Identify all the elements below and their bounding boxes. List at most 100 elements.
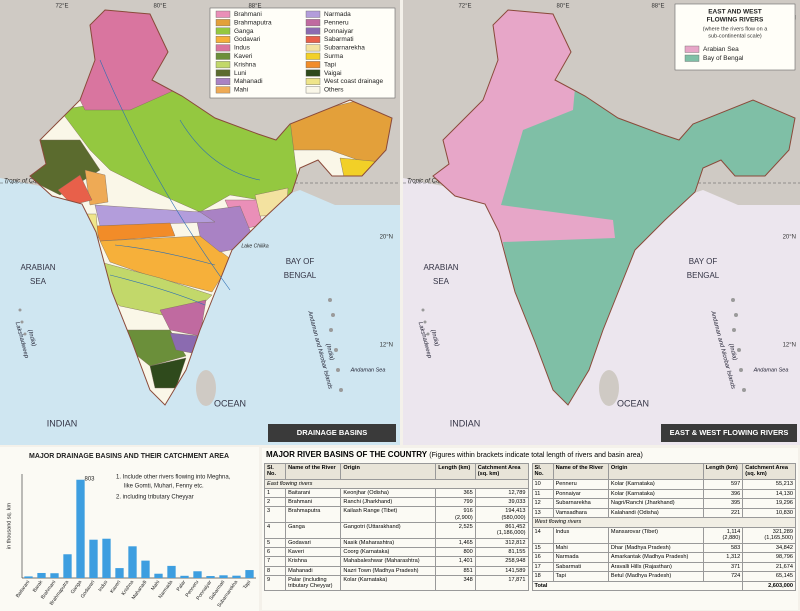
table-cell: Godavari bbox=[285, 537, 342, 548]
table-half: Sl. No. Name of the River Origin Length (km… bbox=[263, 463, 529, 592]
legend-label: Ganga bbox=[234, 28, 254, 35]
legend-swatch bbox=[215, 61, 231, 69]
table-cell: Penneru bbox=[552, 479, 609, 490]
table-cell: Gangotri (Uttarakhand) bbox=[340, 522, 437, 539]
bar bbox=[102, 538, 111, 578]
table-cell: Subarnarekha bbox=[552, 498, 609, 509]
place-label: ARABIAN bbox=[423, 263, 458, 272]
island bbox=[742, 388, 746, 392]
place-label: BENGAL bbox=[687, 271, 720, 280]
bar bbox=[245, 570, 254, 578]
table-cell: 7 bbox=[263, 556, 287, 567]
river-table: MAJOR RIVER BASINS OF THE COUNTRY (Figur… bbox=[262, 448, 798, 610]
table-cell: 34,842 bbox=[742, 542, 796, 554]
bar bbox=[89, 539, 98, 578]
island bbox=[331, 313, 335, 317]
table-row: 4 Ganga Gangotri (Uttarakhand) 2,525 861,452… bbox=[263, 522, 529, 539]
map-caption: DRAINAGE BASINS bbox=[297, 428, 367, 437]
place-label: Andaman Sea bbox=[753, 367, 789, 373]
table-cell: 799 bbox=[435, 497, 476, 508]
table-row: 7 Krishna Mahabaleshwar (Maharashtra) 1,401… bbox=[263, 556, 529, 567]
table-cell: Ponnaiyar bbox=[552, 488, 609, 500]
island bbox=[336, 368, 340, 372]
table-halves: Sl. No. Name of the River Origin Length (km… bbox=[262, 463, 798, 592]
table-cell: 916 (2,900) bbox=[435, 506, 476, 524]
table-cell: 194,413 (580,000) bbox=[474, 506, 529, 524]
table-cell: Mahi bbox=[552, 542, 609, 554]
table-cell: 861,452 (1,186,000) bbox=[474, 522, 529, 539]
total-value: 2,603,000 bbox=[742, 580, 796, 592]
place-label: OCEAN bbox=[214, 398, 246, 408]
legend-label: Luni bbox=[234, 70, 246, 77]
table-cell: 14,130 bbox=[742, 488, 796, 500]
table-cell: 11 bbox=[531, 488, 554, 500]
table-row: 17 Sabarmati Aravalli Hills (Rajasthan) 371… bbox=[531, 561, 796, 573]
table-cell: 9 bbox=[263, 574, 287, 592]
table-cell: Kolar (Karnataka) bbox=[607, 479, 704, 490]
table-cell: Mahanadi bbox=[285, 565, 342, 576]
table-cell: Mahabaleshwar (Maharashtra) bbox=[340, 556, 437, 567]
graticule-label: 20°N bbox=[783, 235, 796, 241]
place-label: OCEAN bbox=[617, 398, 649, 408]
graticule-label: 88°E bbox=[248, 4, 261, 10]
bar bbox=[24, 576, 33, 578]
table-half: Sl. No. Name of the River Origin Length (km… bbox=[531, 463, 797, 592]
table-cell: 1,465 bbox=[435, 537, 476, 548]
river bbox=[179, 119, 261, 181]
legend-label: Narmada bbox=[324, 11, 351, 18]
bar bbox=[76, 479, 85, 578]
place-label: BAY OF bbox=[286, 257, 315, 266]
graticule-label: 12°N bbox=[380, 343, 393, 349]
table-cell: 2 bbox=[263, 497, 287, 508]
graticule-label: 12°N bbox=[783, 343, 796, 349]
table-cell: 348 bbox=[435, 574, 476, 592]
basin-narmada bbox=[94, 204, 216, 227]
legend-title: FLOWING RIVERS bbox=[707, 17, 764, 24]
graticule-label: 20°N bbox=[380, 235, 393, 241]
table-row: East flowing rivers bbox=[264, 478, 529, 489]
section-cell: East flowing rivers bbox=[264, 478, 529, 489]
table-cell: Kailash Range (Tibet) bbox=[340, 506, 437, 524]
table-cell: 12,789 bbox=[474, 487, 529, 499]
legend-label: Ponnaiyar bbox=[324, 28, 354, 35]
table-cell: 19,296 bbox=[742, 498, 796, 509]
caption-box bbox=[268, 424, 396, 442]
legend-label: Vaigai bbox=[324, 70, 342, 77]
table-cell: Coorg (Karnataka) bbox=[340, 546, 437, 558]
island bbox=[329, 328, 333, 332]
legend-swatch bbox=[684, 54, 700, 62]
table-cell: Brahmani bbox=[285, 497, 342, 508]
table-row: West flowing rivers bbox=[531, 517, 796, 528]
table-row: 13 Vamsadhara Kalahandi (Odisha) 221 10,830 bbox=[531, 507, 796, 519]
legend-label: Sabarmati bbox=[324, 36, 354, 43]
island bbox=[20, 320, 24, 324]
total-row: Total 2,603,000 bbox=[531, 580, 796, 592]
sri-lanka bbox=[196, 370, 216, 406]
place-label: ARABIAN bbox=[20, 263, 55, 272]
bar bbox=[50, 573, 59, 578]
legend-swatch bbox=[215, 69, 231, 77]
place-label: Lake Chilika bbox=[241, 243, 268, 249]
island bbox=[421, 308, 425, 312]
table-row: 15 Mahi Dhar (Madhya Pradesh) 583 34,842 bbox=[531, 542, 796, 554]
caption-box bbox=[661, 424, 797, 442]
table-cell: 10 bbox=[531, 479, 554, 490]
legend-swatch bbox=[215, 86, 231, 94]
island bbox=[328, 298, 332, 302]
legend-label: Brahmani bbox=[234, 11, 262, 18]
island bbox=[423, 320, 427, 324]
table-cell: 39,033 bbox=[474, 497, 529, 508]
table-cell: 17,871 bbox=[474, 574, 529, 592]
table-cell: Indus bbox=[552, 526, 609, 544]
table-cell: 6 bbox=[263, 546, 287, 558]
table-cell: Nazri Town (Madhya Pradesh) bbox=[340, 565, 437, 576]
chart-note: like Gomti, Muhari, Fenny etc. bbox=[124, 484, 204, 490]
bar bbox=[180, 575, 189, 578]
legend-swatch bbox=[215, 27, 231, 35]
place-label: (India) bbox=[26, 329, 36, 347]
island bbox=[734, 313, 738, 317]
legend-label: Indus bbox=[234, 45, 251, 52]
table-cell: 1,312 bbox=[702, 552, 744, 563]
